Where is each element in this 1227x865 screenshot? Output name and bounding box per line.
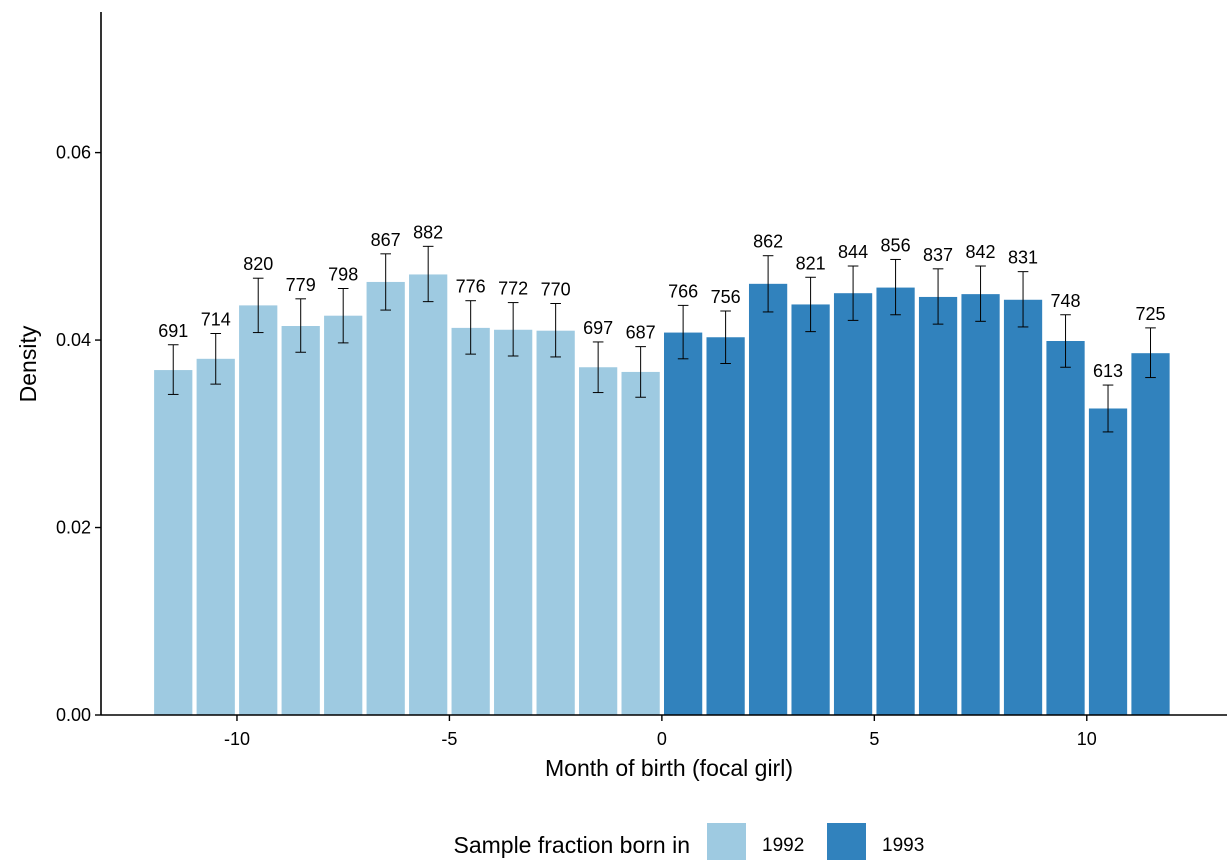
errorbar-1992-9 <box>550 303 561 358</box>
errorbar-1993-10 <box>1102 384 1114 433</box>
legend-swatch-1993 <box>827 823 866 860</box>
bar-1993-2 <box>748 283 788 715</box>
errorbar-1993-5 <box>890 258 901 316</box>
count-label-1993-6: 837 <box>923 245 953 265</box>
count-label-1993-9: 748 <box>1051 291 1081 311</box>
bar-1993-3 <box>791 304 830 715</box>
errorbar-1992-8 <box>507 302 519 357</box>
count-label-1992-0: 691 <box>158 321 188 341</box>
count-label-1993-1: 756 <box>711 287 741 307</box>
count-labels-layer: 691 714 820 779 798 867 882 776 772 770 697 687 766 7… <box>158 222 1165 381</box>
bar-1992-0 <box>154 370 193 715</box>
bar-1992-11 <box>621 371 660 715</box>
errorbars-layer <box>167 245 1156 433</box>
errorbar-1992-7 <box>465 300 476 355</box>
y-axis-ticks: 0.00 0.02 0.04 0.06 <box>56 143 101 725</box>
errorbar-1993-11 <box>1145 327 1156 379</box>
legend-label-1992: 1992 <box>762 835 804 856</box>
errorbar-1993-4 <box>847 265 859 321</box>
errorbar-1993-6 <box>932 268 944 325</box>
errorbar-1992-5 <box>380 253 391 311</box>
bar-1992-8 <box>494 329 533 715</box>
count-label-1992-5: 867 <box>371 230 401 250</box>
count-label-1992-8: 772 <box>498 279 528 299</box>
bar-1993-9 <box>1046 341 1085 715</box>
count-label-1993-2: 862 <box>753 232 783 252</box>
errorbar-1992-3 <box>295 298 307 353</box>
x-tick-label: 0 <box>657 729 667 749</box>
y-tick-label: 0.04 <box>56 330 91 350</box>
count-label-1993-8: 831 <box>1008 248 1038 268</box>
count-label-1992-3: 779 <box>286 275 316 295</box>
count-label-1993-4: 844 <box>838 242 868 262</box>
bar-1992-10 <box>579 367 618 715</box>
errorbar-1992-10 <box>592 341 604 394</box>
x-tick-label: 5 <box>869 729 879 749</box>
count-label-1992-6: 882 <box>413 222 443 242</box>
count-label-1993-10: 613 <box>1093 361 1123 381</box>
bars-layer <box>154 274 1170 715</box>
count-label-1992-11: 687 <box>626 323 656 343</box>
count-label-1993-11: 725 <box>1135 304 1165 324</box>
bar-1992-5 <box>366 281 405 715</box>
legend-title: Sample fraction born in <box>453 832 690 858</box>
bar-1992-2 <box>239 305 278 715</box>
legend-swatch-1992 <box>707 823 746 860</box>
bar-1993-5 <box>876 287 915 715</box>
legend: Sample fraction born in 1992 1993 <box>453 823 924 860</box>
errorbar-1992-11 <box>635 346 646 398</box>
bar-1992-6 <box>409 274 448 715</box>
bar-1992-7 <box>451 327 490 715</box>
x-tick-label: 10 <box>1077 729 1097 749</box>
bar-1992-1 <box>196 358 235 715</box>
bar-1993-10 <box>1088 408 1128 715</box>
errorbar-1992-2 <box>252 277 264 334</box>
bar-1992-9 <box>536 330 575 715</box>
count-label-1993-7: 842 <box>966 242 996 262</box>
errorbar-1993-8 <box>1017 271 1029 328</box>
bar-1992-4 <box>324 315 363 715</box>
x-tick-label: -10 <box>224 729 250 749</box>
errorbar-1992-6 <box>422 245 434 303</box>
errorbar-1993-9 <box>1060 314 1071 368</box>
errorbar-1992-0 <box>167 344 179 395</box>
errorbar-1992-1 <box>210 333 222 385</box>
bar-1993-4 <box>833 293 873 715</box>
count-label-1992-7: 776 <box>456 277 486 297</box>
bar-1993-7 <box>961 294 1000 715</box>
y-axis-label: Density <box>15 325 41 402</box>
errorbar-1993-1 <box>720 310 731 364</box>
bar-1993-8 <box>1003 299 1043 715</box>
x-axis-label: Month of birth (focal girl) <box>545 755 793 781</box>
legend-label-1993: 1993 <box>882 835 924 856</box>
count-label-1993-3: 821 <box>796 253 826 273</box>
errorbar-1993-2 <box>762 255 774 313</box>
errorbar-1993-0 <box>677 304 689 360</box>
bar-1993-11 <box>1131 353 1170 715</box>
count-label-1993-0: 766 <box>668 281 698 301</box>
count-label-1992-4: 798 <box>328 265 358 285</box>
x-axis-ticks: -10 -5 0 5 10 <box>224 715 1097 749</box>
count-label-1993-5: 856 <box>881 235 911 255</box>
errorbar-1993-3 <box>805 276 816 333</box>
count-label-1992-9: 770 <box>541 280 571 300</box>
count-label-1992-10: 697 <box>583 318 613 338</box>
y-tick-label: 0.00 <box>56 705 91 725</box>
count-label-1992-1: 714 <box>201 310 231 330</box>
y-tick-label: 0.06 <box>56 143 91 163</box>
y-tick-label: 0.02 <box>56 518 91 538</box>
bar-1993-0 <box>664 332 703 715</box>
bar-1993-6 <box>918 296 958 715</box>
x-tick-label: -5 <box>441 729 457 749</box>
errorbar-1993-7 <box>975 265 986 322</box>
bar-1992-3 <box>281 326 320 715</box>
bar-1993-1 <box>706 337 745 715</box>
errorbar-1992-4 <box>337 288 349 344</box>
count-label-1992-2: 820 <box>243 254 273 274</box>
